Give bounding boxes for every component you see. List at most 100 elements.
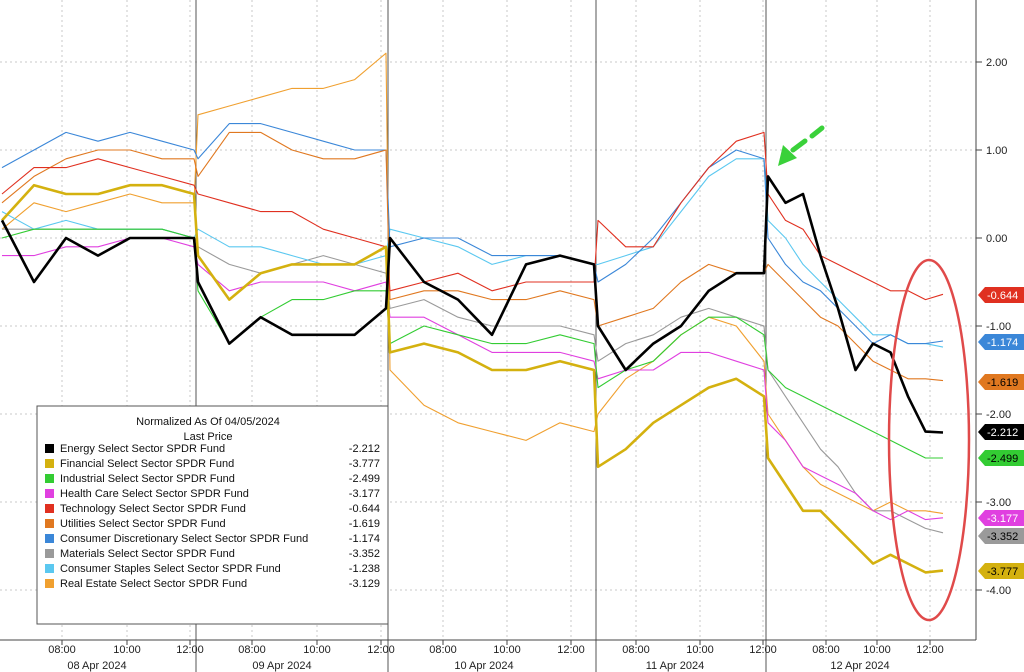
last-value-label: -1.619 bbox=[978, 374, 1024, 390]
last-value-label: -3.177 bbox=[978, 510, 1024, 526]
last-value-label-text: -3.777 bbox=[987, 566, 1018, 578]
legend-entry: Real Estate Select Sector SPDR Fund -3.12… bbox=[45, 578, 380, 590]
green-arrow-annotation bbox=[778, 125, 825, 166]
legend-swatch bbox=[45, 579, 54, 588]
series-layer bbox=[0, 52, 944, 574]
x-tick-label: 08:00 bbox=[48, 644, 76, 656]
last-value-label: -2.212 bbox=[978, 424, 1024, 440]
legend-title: Normalized As Of 04/05/2024 bbox=[136, 416, 280, 428]
legend-swatch bbox=[45, 564, 54, 573]
legend-entry: Materials Select Sector SPDR Fund -3.352 bbox=[45, 548, 380, 560]
x-tick-label: 12:00 bbox=[749, 644, 777, 656]
x-tick-label: 08:00 bbox=[238, 644, 266, 656]
legend-series-value: -1.619 bbox=[349, 518, 380, 530]
legend-entry: Health Care Select Sector SPDR Fund -3.17… bbox=[45, 488, 380, 500]
y-tick-label: -2.00 bbox=[986, 409, 1011, 421]
legend-series-name: Financial Select Sector SPDR Fund bbox=[60, 458, 234, 470]
legend-series-name: Consumer Staples Select Sector SPDR Fund bbox=[60, 563, 281, 575]
x-tick-label: 08:00 bbox=[622, 644, 650, 656]
x-axis-ticks: 08:00 10:00 12:00 08 Apr 2024 08:00 10:00 12:0… bbox=[48, 640, 944, 672]
legend-box bbox=[36, 405, 389, 625]
legend-entry: Utilities Select Sector SPDR Fund -1.619 bbox=[45, 518, 380, 530]
last-value-label-bg bbox=[978, 374, 1024, 390]
legend-series-value: -0.644 bbox=[349, 503, 380, 515]
last-value-label: -3.777 bbox=[978, 563, 1024, 579]
x-date-label: 08 Apr 2024 bbox=[67, 660, 126, 672]
last-value-label-text: -1.619 bbox=[987, 377, 1018, 389]
last-value-label: -1.174 bbox=[978, 334, 1024, 350]
x-tick-label: 12:00 bbox=[367, 644, 395, 656]
x-tick-label: 10:00 bbox=[686, 644, 714, 656]
legend-series-value: -2.212 bbox=[349, 443, 380, 455]
legend-swatch bbox=[45, 444, 54, 453]
legend-swatch bbox=[45, 549, 54, 558]
last-value-label: -3.352 bbox=[978, 528, 1024, 544]
series-line bbox=[1, 52, 944, 514]
y-tick-label: 0.00 bbox=[986, 233, 1007, 245]
x-tick-label: 12:00 bbox=[916, 644, 944, 656]
legend-swatch bbox=[45, 459, 54, 468]
legend-series-name: Utilities Select Sector SPDR Fund bbox=[60, 518, 226, 530]
legend-entry: Financial Select Sector SPDR Fund -3.777 bbox=[45, 458, 380, 470]
x-tick-label: 10:00 bbox=[113, 644, 141, 656]
x-tick-label: 10:00 bbox=[493, 644, 521, 656]
legend-swatch bbox=[45, 534, 54, 543]
last-value-label-text: -2.499 bbox=[987, 453, 1018, 465]
y-tick-label: 2.00 bbox=[986, 57, 1007, 69]
series-line bbox=[1, 131, 944, 382]
legend: Normalized As Of 04/05/2024 Last Price E… bbox=[36, 405, 389, 625]
last-value-label-bg bbox=[978, 334, 1024, 350]
legend-series-value: -1.238 bbox=[349, 563, 380, 575]
series-line bbox=[1, 131, 944, 301]
y-tick-label: 1.00 bbox=[986, 145, 1007, 157]
last-value-label-bg bbox=[978, 450, 1024, 466]
series-line bbox=[0, 175, 944, 434]
x-tick-label: 08:00 bbox=[812, 644, 840, 656]
last-value-label-bg bbox=[978, 510, 1024, 526]
x-tick-label: 10:00 bbox=[863, 644, 891, 656]
legend-swatch bbox=[45, 519, 54, 528]
x-tick-label: 08:00 bbox=[429, 644, 457, 656]
last-value-label: -2.499 bbox=[978, 450, 1024, 466]
last-value-labels: -0.644 -1.174 -1.619 -2.212 -2.499 -3.177 -3.3… bbox=[978, 287, 1024, 579]
red-ellipse-highlight bbox=[887, 258, 971, 622]
last-value-label-text: -2.212 bbox=[987, 427, 1018, 439]
legend-series-name: Real Estate Select Sector SPDR Fund bbox=[60, 578, 247, 590]
legend-series-name: Technology Select Sector SPDR Fund bbox=[60, 503, 246, 515]
legend-series-name: Health Care Select Sector SPDR Fund bbox=[60, 488, 249, 500]
legend-series-name: Energy Select Sector SPDR Fund bbox=[60, 443, 225, 455]
legend-swatch bbox=[45, 489, 54, 498]
last-value-label: -0.644 bbox=[978, 287, 1024, 303]
y-tick-label: -3.00 bbox=[986, 497, 1011, 509]
x-date-label: 09 Apr 2024 bbox=[252, 660, 311, 672]
y-tick-label: -1.00 bbox=[986, 321, 1011, 333]
x-tick-label: 10:00 bbox=[303, 644, 331, 656]
x-tick-label: 12:00 bbox=[557, 644, 585, 656]
legend-entry: Energy Select Sector SPDR Fund -2.212 bbox=[45, 443, 380, 455]
grid bbox=[0, 0, 976, 640]
y-axis-ticks: 2.00 1.00 0.00 -1.00 -2.00 -3.00 -4.00 bbox=[976, 57, 1011, 597]
legend-series-name: Consumer Discretionary Select Sector SPD… bbox=[60, 533, 308, 545]
legend-series-value: -1.174 bbox=[349, 533, 380, 545]
x-date-label: 11 Apr 2024 bbox=[646, 660, 705, 672]
legend-entries: Energy Select Sector SPDR Fund -2.212 Fina… bbox=[45, 443, 380, 590]
legend-entry: Consumer Discretionary Select Sector SPD… bbox=[45, 533, 380, 545]
legend-swatch bbox=[45, 474, 54, 483]
x-tick-label: 12:00 bbox=[176, 644, 204, 656]
series-line bbox=[1, 183, 944, 574]
legend-series-name: Industrial Select Sector SPDR Fund bbox=[60, 473, 235, 485]
legend-series-value: -3.129 bbox=[349, 578, 380, 590]
x-date-label: 10 Apr 2024 bbox=[454, 660, 513, 672]
last-value-label-text: -0.644 bbox=[987, 290, 1018, 302]
legend-series-value: -3.352 bbox=[349, 548, 380, 560]
legend-entry: Technology Select Sector SPDR Fund -0.644 bbox=[45, 503, 380, 515]
legend-series-value: -3.777 bbox=[349, 458, 380, 470]
legend-series-value: -3.177 bbox=[349, 488, 380, 500]
last-value-label-text: -3.177 bbox=[987, 513, 1018, 525]
legend-subtitle: Last Price bbox=[184, 431, 233, 443]
legend-entry: Consumer Staples Select Sector SPDR Fund… bbox=[45, 563, 380, 575]
legend-swatch bbox=[45, 504, 54, 513]
last-value-label-text: -3.352 bbox=[987, 531, 1018, 543]
last-value-label-bg bbox=[978, 424, 1024, 440]
